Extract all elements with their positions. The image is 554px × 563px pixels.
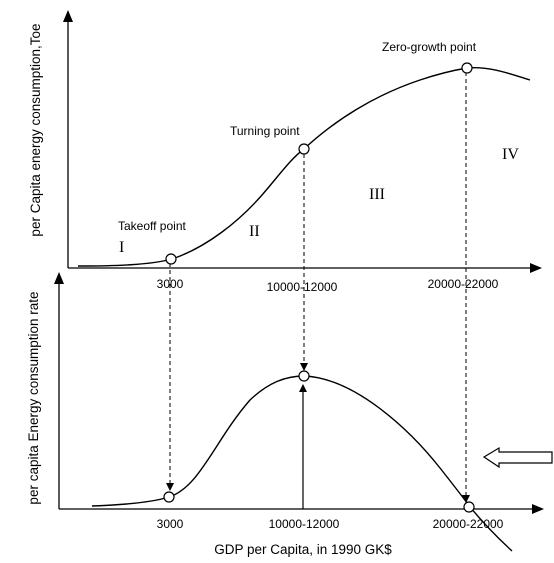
bottom-tick-20000-22000: 20000-22000 [433, 517, 504, 531]
bottom-tick-3000: 3000 [157, 517, 184, 531]
connectors [166, 72, 470, 503]
bottom-x-axis-arrow [532, 504, 544, 514]
stage-label-3: III [369, 186, 385, 203]
stage-label-4: IV [502, 146, 519, 163]
bottom-tick-10000-12000: 10000-12000 [269, 517, 340, 531]
bottom-y-axis-label: per capita Energy consumption rate [26, 291, 41, 504]
stage-label-1: I [119, 239, 124, 256]
bottom-x-axis-label: GDP per Capita, in 1990 GK$ [214, 542, 392, 557]
top-y-axis-arrow [63, 10, 73, 22]
energy-consumption-curve [77, 66, 531, 267]
stage-label-2: II [249, 223, 260, 240]
top-x-axis-arrow [530, 263, 542, 273]
bottom-zero-growth-marker [463, 501, 475, 513]
bottom-panel: per capita Energy consumption rate 3000 … [26, 272, 553, 557]
point-markers [163, 62, 475, 513]
top-y-axis-label: per Capita energy consumption,Toe [28, 23, 43, 236]
turning-point-marker [298, 143, 310, 155]
left-arrow-icon [482, 446, 553, 469]
top-tick-20000-22000: 20000-22000 [428, 277, 499, 291]
turning-point-label: Turning point [230, 124, 300, 138]
takeoff-point-marker [165, 253, 177, 265]
bottom-peak-marker [298, 370, 310, 382]
top-tick-10000-12000: 10000-12000 [267, 280, 338, 294]
bottom-takeoff-marker [163, 491, 175, 503]
zero-growth-point-marker [461, 62, 473, 74]
takeoff-point-label: Takeoff point [118, 219, 186, 233]
top-panel: per Capita energy consumption,Toe I II I… [28, 10, 542, 294]
zero-growth-point-label: Zero-growth point [382, 40, 477, 54]
bottom-y-axis-arrow [54, 272, 64, 284]
